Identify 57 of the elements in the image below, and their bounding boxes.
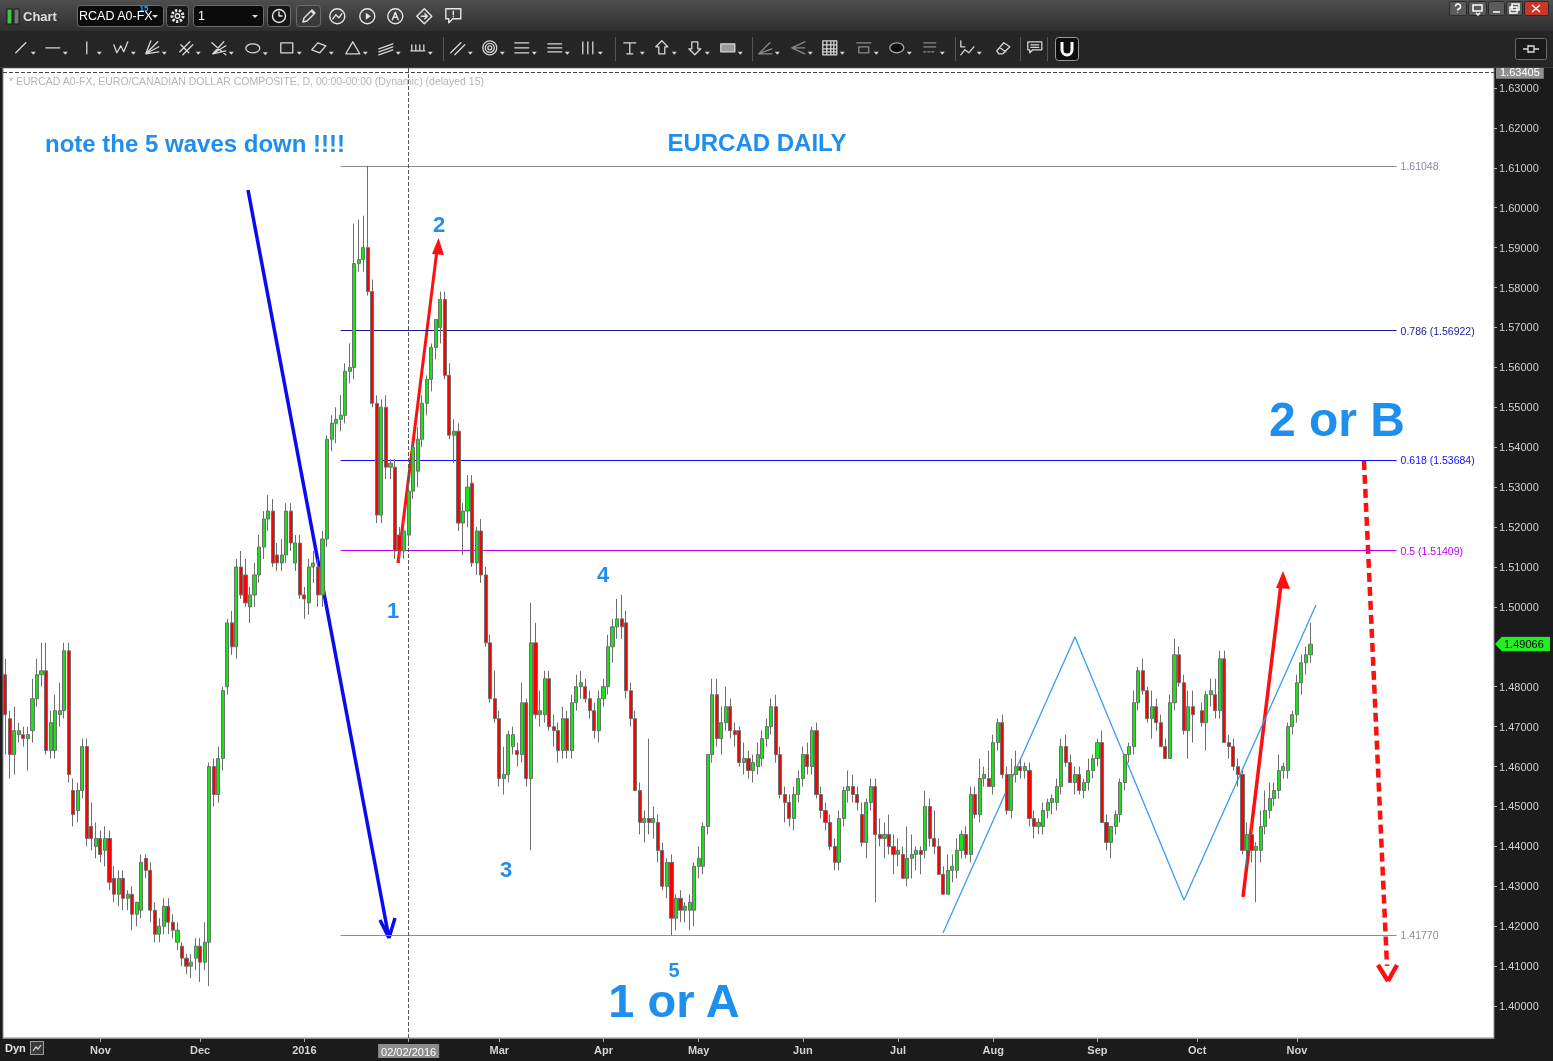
y-tick-label: 1.44000 <box>1499 840 1539 853</box>
x-tick-label: May <box>687 1043 711 1056</box>
x-tick-label: Dec <box>190 1043 211 1056</box>
x-tick-label: Aug <box>982 1043 1004 1056</box>
text: EURCAD DAILY <box>667 129 847 156</box>
y-tick-label: 1.42000 <box>1499 920 1539 933</box>
text: 1 <box>198 8 205 23</box>
y-tick-label: 1.54000 <box>1499 441 1539 454</box>
y-tick-label: 1.40000 <box>1499 1000 1539 1013</box>
ref-line-label: 1.61048 <box>1400 159 1439 172</box>
y-tick-label: 1.47000 <box>1499 720 1539 733</box>
y-tick-label: 1.50000 <box>1499 600 1539 613</box>
text: Chart <box>23 8 57 24</box>
text: Dyn <box>5 1041 26 1054</box>
annotation: 2 <box>432 211 446 237</box>
y-tick-label: 1.45000 <box>1499 800 1539 813</box>
x-tick-label: Sep <box>1087 1043 1108 1056</box>
y-tick-label: 1.52000 <box>1499 521 1539 534</box>
y-tick-label: 1.53000 <box>1499 481 1539 494</box>
y-tick-label: 1.58000 <box>1499 281 1539 294</box>
y-tick-label: 1.51000 <box>1499 560 1539 573</box>
annotation: 3 <box>499 857 513 882</box>
y-tick-label: 1.57000 <box>1499 321 1539 334</box>
x-tick-label: Nov <box>1286 1043 1309 1056</box>
y-tick-label: 1.61000 <box>1499 161 1539 174</box>
annotation: 4 <box>596 562 610 587</box>
x-tick-label: Jun <box>793 1043 813 1056</box>
y-tick-label: 1.56000 <box>1499 361 1539 374</box>
annotation: note the 5 waves down !!!! <box>45 130 346 157</box>
ref-line-label: 1.63405 <box>1500 65 1540 78</box>
y-tick-label: 1.46000 <box>1499 760 1539 773</box>
x-tick-label: 02/02/2016 <box>381 1045 437 1058</box>
x-tick-label: Jul <box>890 1043 907 1056</box>
y-tick-label: 1.62000 <box>1499 121 1539 134</box>
x-tick-label: Mar <box>489 1043 510 1056</box>
y-tick-label: 1.63000 <box>1499 81 1539 94</box>
ref-line-label: 0.618 (1.53684) <box>1400 453 1475 466</box>
annotation: 2 or B <box>1268 393 1406 446</box>
y-tick-label: 1.41000 <box>1499 960 1539 973</box>
candlestick <box>669 853 674 936</box>
ref-line-label: 0.5 (1.51409) <box>1400 544 1464 557</box>
candlestick <box>8 710 12 780</box>
y-tick-label: 1.60000 <box>1499 201 1539 214</box>
x-tick-label: Apr <box>594 1043 614 1056</box>
y-tick-label: 1.55000 <box>1499 401 1539 414</box>
y-tick-label: 1.48000 <box>1499 680 1539 693</box>
ref-line-label: 1.41770 <box>1400 929 1439 942</box>
text: 1.49066 <box>1495 636 1550 652</box>
candlestick <box>3 658 7 756</box>
x-tick-label: Oct <box>1187 1043 1207 1056</box>
text: * EURCAD A0-FX, EURO/CANADIAN DOLLAR COMPOSITE, D, 00:00-00:00 (Dynamic) (delayed 15) <box>9 74 484 87</box>
x-tick-label: 2016 <box>292 1043 317 1056</box>
x-tick-label: Nov <box>90 1043 112 1056</box>
y-tick-label: 1.43000 <box>1499 880 1539 893</box>
ref-line-label: 0.786 (1.56922) <box>1400 324 1475 337</box>
y-tick-label: 1.59000 <box>1499 241 1539 254</box>
annotation: 1 <box>386 598 400 623</box>
